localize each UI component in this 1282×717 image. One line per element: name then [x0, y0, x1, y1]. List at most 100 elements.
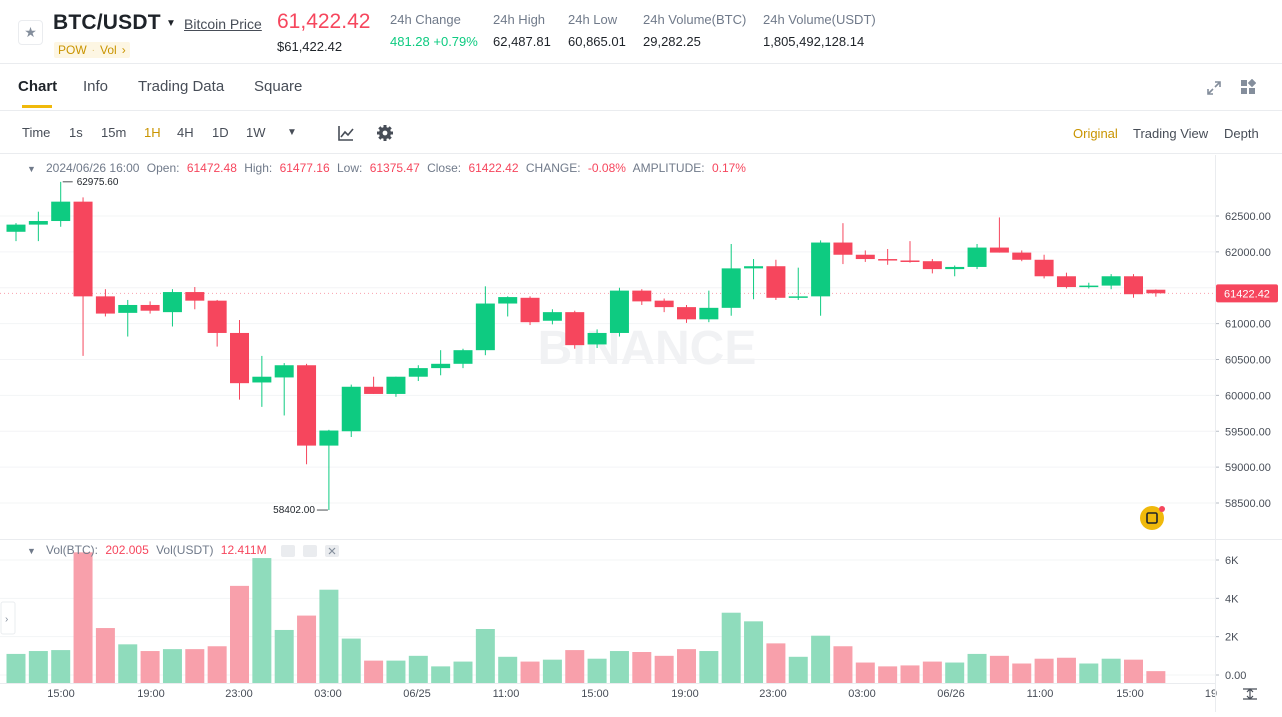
stat-24h-volume-btc: 24h Volume(BTC) 29,282.25	[643, 12, 746, 49]
time-tick-label: 06/26	[937, 688, 965, 700]
tab-trading-data[interactable]: Trading Data	[138, 78, 225, 95]
volume-bar	[967, 653, 987, 683]
candle-body	[475, 303, 495, 351]
legend-text: 2024/06/26 16:00 Open: 61472.48 High: 61…	[46, 161, 746, 175]
candle-body	[989, 247, 1009, 253]
last-price-tag-label: 61422.42	[1224, 288, 1270, 300]
settings-gear-icon[interactable]	[376, 124, 394, 142]
interval-1h[interactable]: 1H	[144, 125, 161, 140]
price-tick-label: 60500.00	[1225, 355, 1271, 367]
candle-body	[364, 386, 384, 394]
news-feed-glyph	[1146, 512, 1158, 524]
stat-value: 29,282.25	[643, 34, 701, 49]
axis-scale-icon[interactable]	[1243, 688, 1257, 700]
tab-chart[interactable]: Chart	[18, 78, 58, 95]
vol-legend-collapse-icon[interactable]: ▼	[27, 546, 36, 556]
candle-body	[587, 332, 607, 345]
pair-name[interactable]: BTC/USDT	[53, 11, 161, 34]
view-trading-view[interactable]: Trading View	[1133, 126, 1209, 141]
candle-body	[833, 242, 853, 255]
candle-body	[1101, 276, 1121, 286]
chart-grid	[0, 215, 1215, 676]
legend-collapse-icon[interactable]: ▼	[27, 164, 36, 174]
volume-bar	[989, 655, 1009, 683]
candle-body	[855, 254, 875, 260]
vol-btc-label: Vol(BTC):	[46, 543, 98, 557]
interval-1w[interactable]: 1W	[246, 125, 266, 140]
news-feed-button[interactable]	[1140, 506, 1165, 530]
tab-square[interactable]: Square	[254, 78, 303, 95]
interval-1d[interactable]: 1D	[212, 125, 229, 140]
volume-axis[interactable]: 6K 4K 2K 0.00	[1215, 555, 1246, 682]
legend-low: 61375.47	[370, 161, 420, 175]
candle-body	[900, 260, 920, 262]
interval-15m[interactable]: 15m	[101, 125, 127, 140]
tags-badge[interactable]: POW · Vol ›	[54, 42, 130, 58]
tab-info[interactable]: Info	[83, 78, 109, 95]
last-price-usd: $61,422.42	[277, 39, 343, 54]
price-tick-label: 58500.00	[1225, 498, 1271, 510]
legend-amp-label: AMPLITUDE:	[633, 161, 705, 175]
candle-body	[721, 268, 741, 308]
chart-area[interactable]: BINANCE 62500.0062000.0061500.0061000.00…	[0, 155, 1282, 712]
candle-body	[1124, 276, 1143, 295]
view-depth[interactable]: Depth	[1224, 126, 1259, 141]
vol-legend-text: Vol(BTC): 202.005 Vol(USDT) 12.411M	[46, 543, 267, 557]
volume-bar	[1146, 671, 1166, 683]
volume-bar	[341, 638, 361, 683]
chevron-right-icon: ›	[5, 614, 8, 625]
stat-label: 24h Low	[568, 12, 618, 27]
legend-close: 61422.42	[468, 161, 518, 175]
volume-bar	[364, 660, 384, 683]
expand-icon[interactable]	[1206, 80, 1222, 96]
left-panel-toggle-box[interactable]	[0, 601, 16, 635]
interval-4h[interactable]: 4H	[177, 125, 194, 140]
time-tick-label: 03:00	[848, 688, 876, 700]
legend-change-label: CHANGE:	[526, 161, 581, 175]
indicator-icon[interactable]	[337, 124, 355, 142]
candle-body	[498, 297, 518, 304]
candlestick-chart[interactable]: BINANCE 62500.0062000.0061500.0061000.00…	[0, 155, 1282, 712]
candle-body	[967, 247, 987, 267]
stat-24h-high: 24h High 62,487.81	[493, 12, 551, 49]
eye-icon[interactable]	[281, 545, 295, 557]
news-feed-icon[interactable]	[1140, 506, 1164, 530]
chart-toolbar: Time 1s 15m 1H 4H 1D 1W ▼ Original Tradi…	[0, 112, 1282, 154]
volume-bar	[319, 589, 339, 683]
pair-dropdown-icon[interactable]: ▼	[166, 18, 176, 29]
volume-bar	[207, 646, 227, 683]
settings-icon[interactable]	[303, 545, 317, 557]
price-axis[interactable]: 62500.0062000.0061500.0061000.0060500.00…	[1215, 211, 1278, 510]
stat-value: 62,487.81	[493, 34, 551, 49]
legend-high-label: High:	[244, 161, 272, 175]
volume-bar	[1034, 658, 1054, 683]
volume-bar	[744, 621, 764, 683]
volume-tick-label: 0.00	[1225, 670, 1246, 682]
stat-label: 24h Change	[390, 12, 461, 27]
interval-dropdown-icon[interactable]: ▼	[287, 127, 297, 138]
volume-bar	[73, 552, 93, 683]
volume-bar	[922, 661, 942, 683]
stat-24h-change: 24h Change 481.28 +0.79%	[390, 12, 478, 49]
vol-usdt-value: 12.411M	[221, 543, 267, 557]
bitcoin-price-link[interactable]: Bitcoin Price	[184, 16, 262, 32]
ohlc-legend: ▼ 2024/06/26 16:00 Open: 61472.48 High: …	[27, 161, 746, 175]
layout-grid-icon[interactable]	[1240, 79, 1256, 95]
price-tick-label: 59500.00	[1225, 426, 1271, 438]
time-tick-label: 06/25	[403, 688, 431, 700]
volume-bar	[1079, 663, 1099, 683]
candle-body	[118, 304, 138, 313]
last-price: 61,422.42	[277, 10, 371, 33]
interval-1s[interactable]: 1s	[69, 125, 83, 140]
view-original[interactable]: Original	[1073, 126, 1118, 141]
last-price-tag	[1216, 284, 1278, 303]
interval-time[interactable]: Time	[22, 125, 51, 140]
time-axis[interactable]: 15:00 19:00 23:00 03:00 06/25 11:00 15:00 19:00…	[47, 688, 1217, 700]
favorite-star-icon[interactable]: ★	[18, 20, 43, 45]
left-panel-toggle[interactable]: ›	[0, 601, 16, 635]
candle-body	[453, 350, 473, 364]
candle-body	[654, 300, 674, 308]
volume-tick-label: 2K	[1225, 632, 1239, 644]
candle-body	[252, 376, 272, 383]
vol-btc-value: 202.005	[105, 543, 149, 557]
